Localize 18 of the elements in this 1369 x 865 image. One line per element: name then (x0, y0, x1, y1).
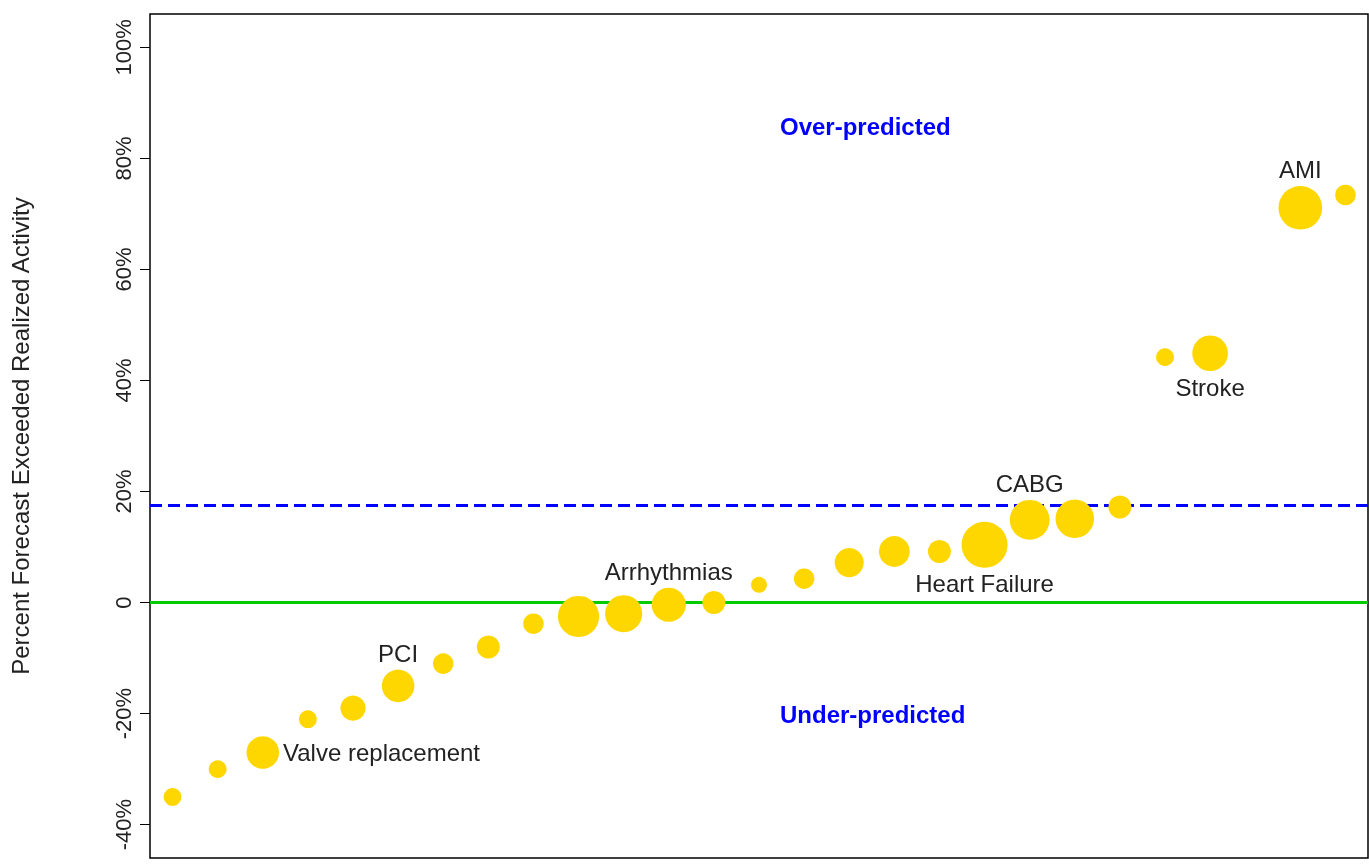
y-tick-label: -40% (110, 799, 136, 851)
y-tick-label: 20% (110, 469, 136, 514)
y-tick-label: 80% (110, 136, 136, 181)
data-label: Heart Failure (915, 570, 1054, 598)
y-axis-title: Percent Forecast Exceeded Realized Activity (6, 197, 34, 675)
data-label: Stroke (1175, 373, 1245, 401)
annotation: Under-predicted (780, 700, 966, 728)
annotation: Over-predicted (780, 112, 951, 140)
y-tick-label: 100% (110, 19, 136, 76)
y-tick-label: -20% (110, 687, 136, 740)
data-label: CABG (995, 470, 1064, 498)
y-tick-label: 60% (110, 247, 136, 292)
y-tick-label: 0 (110, 596, 136, 609)
data-label: PCI (378, 640, 419, 668)
data-label: Arrhythmias (604, 558, 733, 586)
data-label: Valve replacement (283, 739, 481, 766)
data-label: AMI (1279, 156, 1322, 184)
y-tick-label: 40% (110, 358, 136, 403)
